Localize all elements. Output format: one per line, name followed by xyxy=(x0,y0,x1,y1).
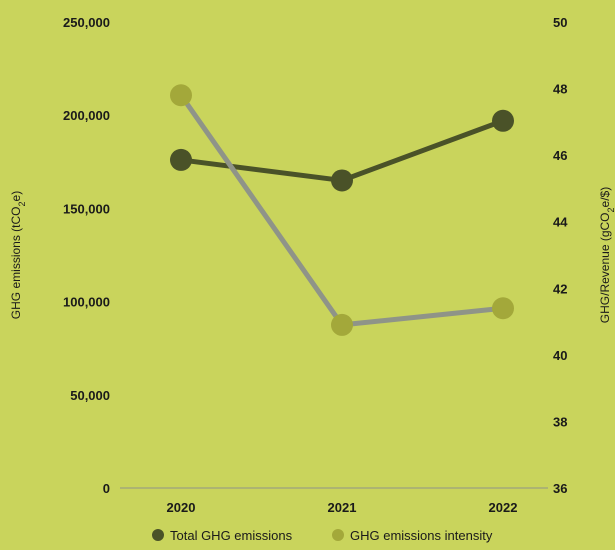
left-axis-tick-label: 100,000 xyxy=(63,295,110,310)
legend-marker-total-ghg xyxy=(152,529,164,541)
series-1-point-2022 xyxy=(492,297,514,320)
series-points xyxy=(170,84,514,336)
series-1-point-2020 xyxy=(170,84,192,107)
left-axis-tick-label: 50,000 xyxy=(70,388,110,403)
series-0-point-2022 xyxy=(492,109,514,132)
series-1-point-2021 xyxy=(331,313,353,336)
left-axis-tick-label: 0 xyxy=(103,481,110,496)
x-axis-tick-label: 2020 xyxy=(167,500,196,515)
right-axis-title: GHG/Revenue (gCO2e/$) xyxy=(598,187,615,323)
left-axis-tick-label: 150,000 xyxy=(63,201,110,216)
series-line-1 xyxy=(178,92,506,328)
right-axis-tick-label: 50 xyxy=(553,15,567,30)
right-axis-tick-label: 48 xyxy=(553,82,567,97)
right-axis-tick-label: 36 xyxy=(553,481,567,496)
left-axis-title: GHG emissions (tCO2e) xyxy=(9,191,27,319)
left-axis-tick-label: 200,000 xyxy=(63,108,110,123)
legend-label-total-ghg: Total GHG emissions xyxy=(170,528,293,543)
x-axis-tick-label: 2022 xyxy=(489,500,518,515)
right-axis-tick-label: 38 xyxy=(553,414,567,429)
series-0-point-2021 xyxy=(331,169,353,192)
series-lines xyxy=(178,92,506,328)
legend: Total GHG emissions GHG emissions intens… xyxy=(152,528,493,543)
right-axis-tick-label: 44 xyxy=(553,215,568,230)
right-axis-tick-label: 46 xyxy=(553,148,567,163)
legend-label-ghg-intensity: GHG emissions intensity xyxy=(350,528,493,543)
left-axis-tick-label: 250,000 xyxy=(63,15,110,30)
x-axis-tick-label: 2021 xyxy=(328,500,357,515)
series-0-point-2020 xyxy=(170,148,192,171)
right-axis-tick-label: 40 xyxy=(553,348,567,363)
legend-marker-ghg-intensity xyxy=(332,529,344,541)
tick-labels: 0 50,000 100,000 150,000 200,000 250,000 36 38 4… xyxy=(63,15,568,515)
right-axis-tick-label: 42 xyxy=(553,281,567,296)
